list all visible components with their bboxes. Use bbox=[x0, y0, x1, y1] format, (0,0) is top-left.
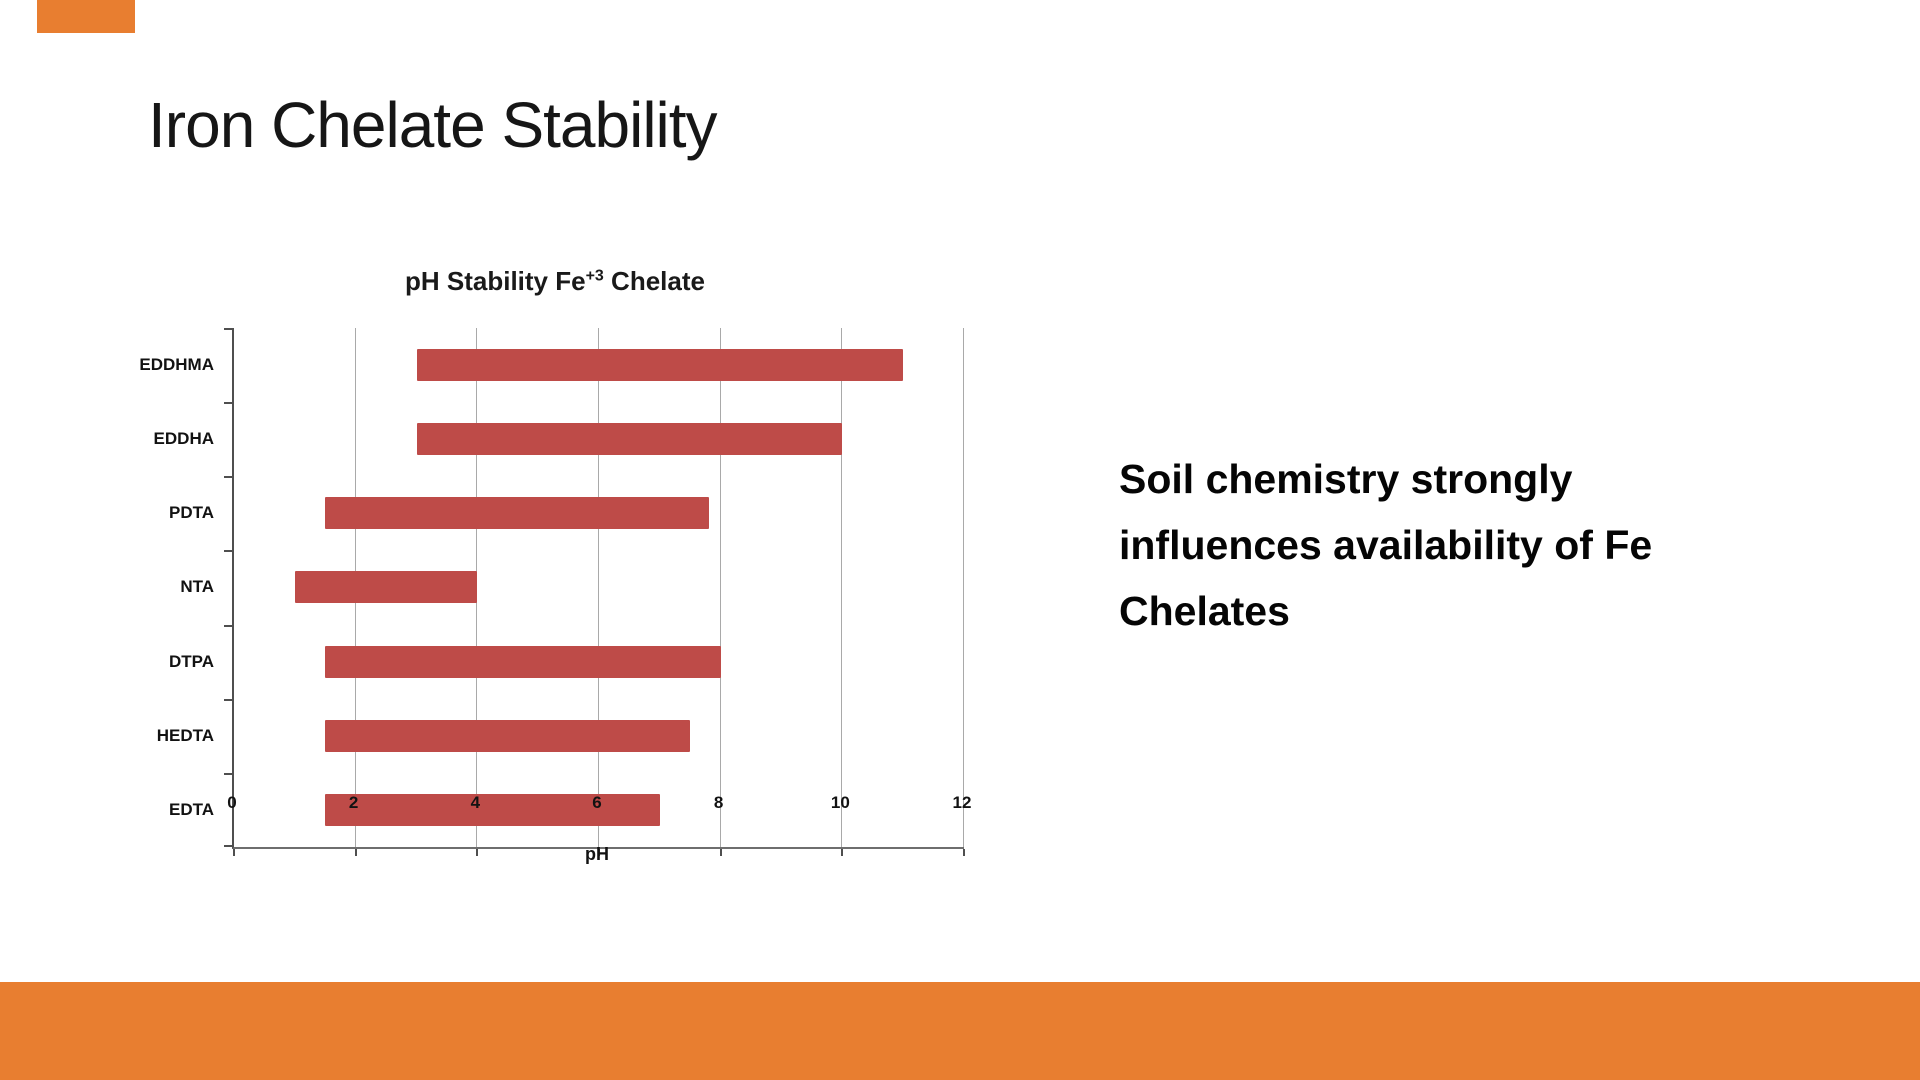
category-row-pdta: PDTA bbox=[169, 476, 964, 550]
chart-title-prefix: pH Stability Fe bbox=[405, 266, 586, 296]
range-bar-pdta bbox=[325, 497, 709, 530]
category-row-edta: EDTA bbox=[169, 773, 964, 847]
range-bar-eddha bbox=[416, 423, 843, 456]
y-axis-tick-4 bbox=[224, 625, 233, 627]
gridline-ph-12 bbox=[963, 328, 964, 847]
y-axis-tick-0 bbox=[224, 328, 233, 330]
category-row-dtpa: DTPA bbox=[169, 625, 964, 699]
gridline-ph-6 bbox=[598, 328, 599, 847]
range-bar-eddhma bbox=[416, 349, 904, 382]
x-axis-tick-8 bbox=[719, 849, 722, 856]
range-bar-hedta bbox=[325, 719, 691, 752]
category-label-dtpa: DTPA bbox=[168, 651, 214, 671]
x-tick-label-0: 0 bbox=[227, 793, 237, 812]
gridline-ph-10 bbox=[841, 328, 843, 847]
x-tick-label-2: 2 bbox=[348, 793, 359, 812]
range-bar-dtpa bbox=[325, 645, 721, 678]
x-axis-tick-4 bbox=[476, 849, 479, 856]
x-axis-tick-12 bbox=[963, 849, 965, 856]
y-axis-tick-7 bbox=[224, 845, 233, 847]
y-axis-tick-5 bbox=[224, 699, 233, 701]
y-axis-tick-3 bbox=[224, 550, 233, 552]
category-row-nta: NTA bbox=[180, 550, 964, 624]
category-label-eddhma: EDDHMA bbox=[139, 355, 214, 375]
x-tick-label-10: 10 bbox=[830, 793, 850, 812]
slide-title: Iron Chelate Stability bbox=[148, 89, 718, 161]
category-row-hedta: HEDTA bbox=[157, 699, 964, 773]
chart-title-superscript: +3 bbox=[585, 267, 604, 285]
range-bar-nta bbox=[294, 571, 478, 604]
category-label-edta: EDTA bbox=[168, 799, 214, 819]
category-row-eddhma: EDDHMA bbox=[139, 328, 964, 402]
category-label-eddha: EDDHA bbox=[153, 429, 214, 449]
top-left-accent-rectangle bbox=[37, 0, 135, 33]
gridline-ph-8 bbox=[719, 328, 721, 847]
y-axis-tick-2 bbox=[224, 476, 233, 478]
x-axis-tick-10 bbox=[841, 849, 844, 856]
x-tick-label-8: 8 bbox=[713, 793, 724, 812]
ph-stability-chart: pH Stability Fe+3 Chelate EDDHMA EDDHA PDT… bbox=[120, 262, 990, 952]
x-axis-title: pH bbox=[585, 844, 609, 864]
chart-title-suffix: Chelate bbox=[603, 266, 705, 296]
category-label-hedta: HEDTA bbox=[156, 725, 214, 745]
x-axis-tick-2 bbox=[354, 849, 357, 856]
x-tick-label-4: 4 bbox=[470, 793, 481, 812]
footer-accent-band bbox=[0, 982, 1920, 1080]
x-tick-label-12: 12 bbox=[952, 793, 972, 812]
category-label-pdta: PDTA bbox=[168, 503, 214, 523]
category-label-nta: NTA bbox=[180, 577, 214, 597]
chart-title: pH Stability Fe+3 Chelate bbox=[120, 266, 990, 297]
range-bar-edta bbox=[325, 793, 660, 826]
category-row-eddha: EDDHA bbox=[154, 402, 964, 476]
plot-area: EDDHMA EDDHA PDTA NTA DTPA HEDTA EDTA bbox=[139, 328, 965, 856]
x-axis-tick-6 bbox=[598, 849, 600, 856]
x-axis-tick-0 bbox=[233, 849, 235, 856]
body-text: Soil chemistry strongly influences avail… bbox=[1119, 456, 1653, 634]
x-tick-label-6: 6 bbox=[592, 793, 602, 812]
y-axis-tick-6 bbox=[224, 773, 233, 775]
y-axis-tick-1 bbox=[224, 402, 233, 404]
